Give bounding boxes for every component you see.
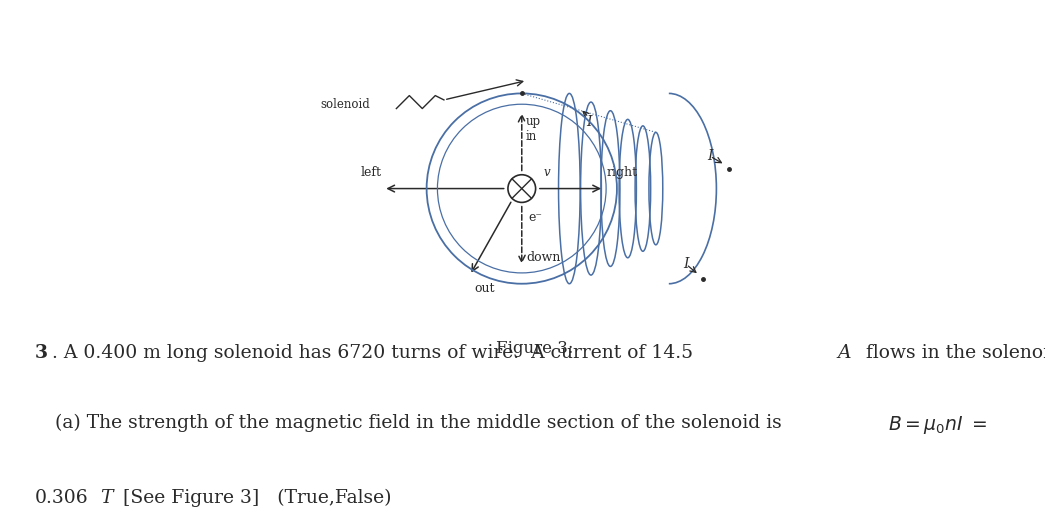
Text: down: down <box>526 251 560 264</box>
Text: $B = \mu_0 nI\ =$: $B = \mu_0 nI\ =$ <box>888 414 988 436</box>
Text: I: I <box>707 149 713 163</box>
Text: up: up <box>526 115 540 128</box>
Text: out: out <box>474 281 494 295</box>
Text: I: I <box>683 257 689 271</box>
Text: Figure 3:: Figure 3: <box>496 340 574 357</box>
Text: right: right <box>606 166 637 179</box>
Text: v: v <box>543 166 550 179</box>
Text: flows in the solenoid.: flows in the solenoid. <box>860 344 1045 362</box>
Text: e⁻: e⁻ <box>529 211 542 224</box>
Text: 0.306: 0.306 <box>34 489 89 507</box>
Text: I: I <box>586 115 591 129</box>
Text: (a) The strength of the magnetic field in the middle section of the solenoid is: (a) The strength of the magnetic field i… <box>55 414 788 432</box>
Text: 3: 3 <box>34 344 48 362</box>
Text: T: T <box>100 489 113 507</box>
Text: . A 0.400 m long solenoid has 6720 turns of wire.  A current of 14.5: . A 0.400 m long solenoid has 6720 turns… <box>52 344 693 362</box>
Text: [See Figure 3]   (True,False): [See Figure 3] (True,False) <box>117 489 392 507</box>
Text: in: in <box>526 130 536 143</box>
Text: solenoid: solenoid <box>321 98 370 111</box>
Text: left: left <box>361 166 381 179</box>
Text: A: A <box>837 344 851 362</box>
